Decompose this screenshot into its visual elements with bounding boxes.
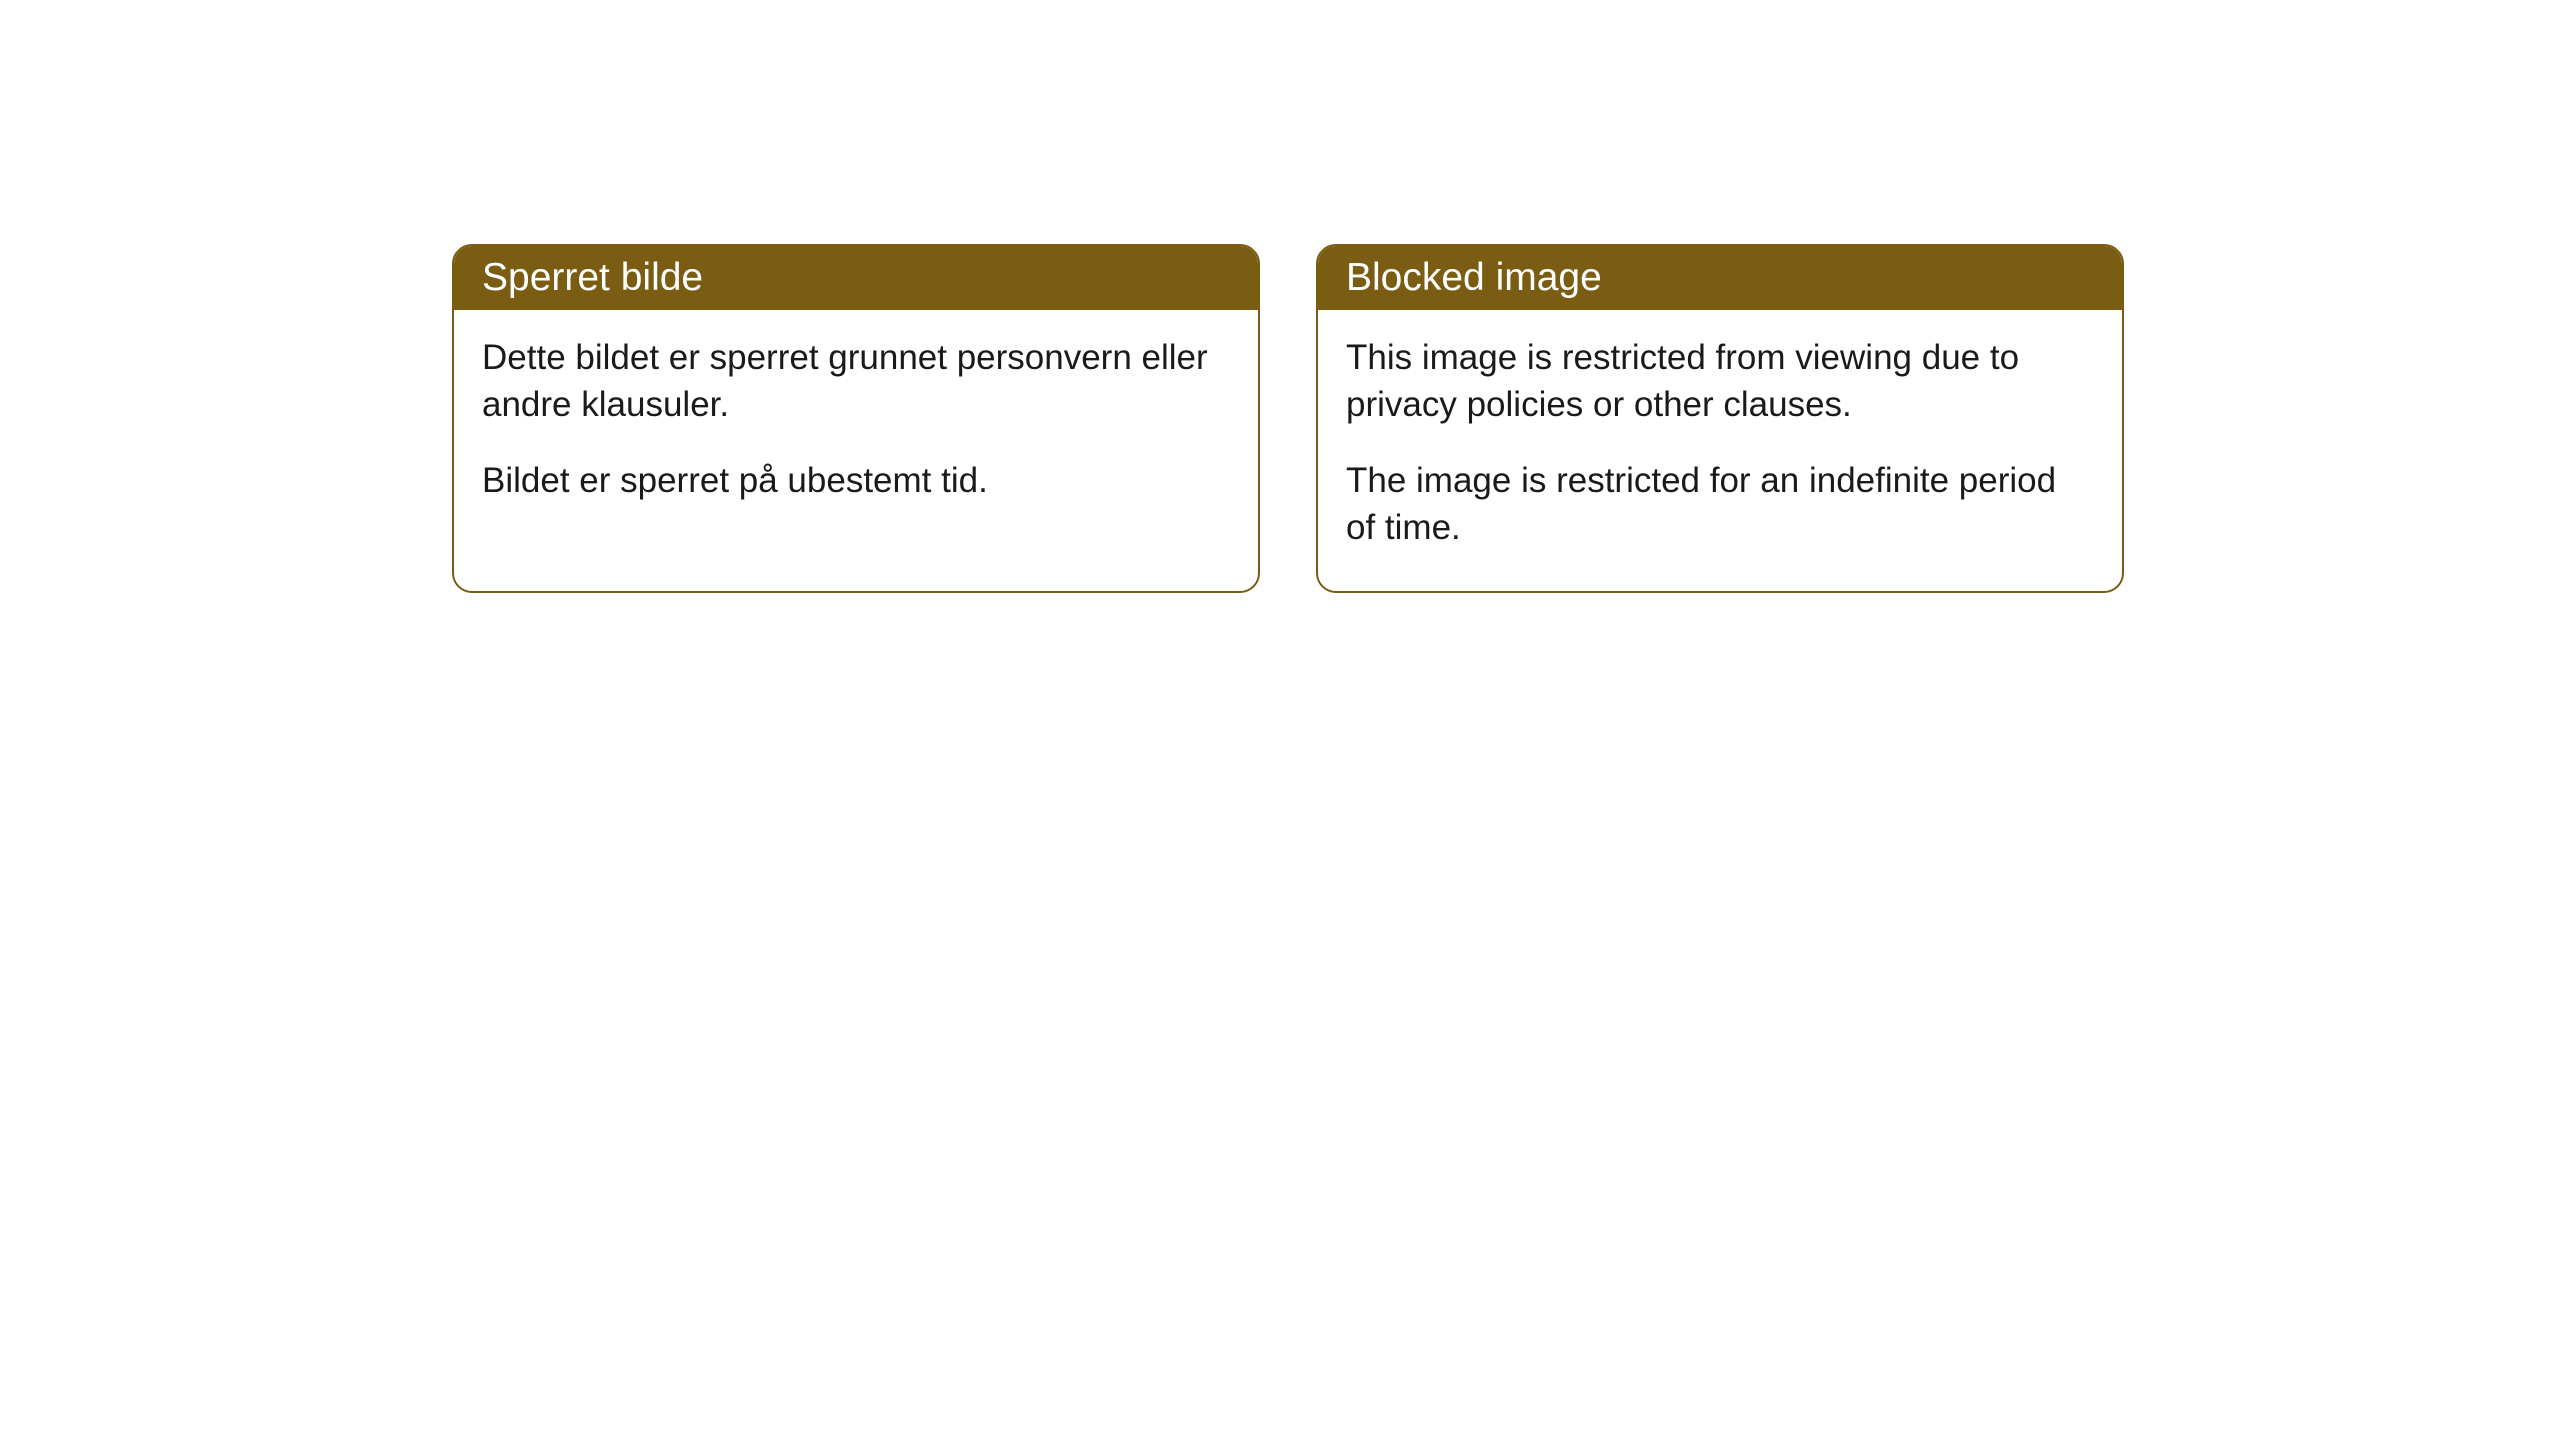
card-paragraph: Bildet er sperret på ubestemt tid. [482, 457, 1230, 504]
blocked-image-card-norwegian: Sperret bilde Dette bildet er sperret gr… [452, 244, 1260, 593]
card-body-english: This image is restricted from viewing du… [1318, 310, 2122, 591]
card-paragraph: The image is restricted for an indefinit… [1346, 457, 2094, 552]
notice-cards-container: Sperret bilde Dette bildet er sperret gr… [452, 244, 2124, 593]
card-header-english: Blocked image [1318, 246, 2122, 310]
card-paragraph: Dette bildet er sperret grunnet personve… [482, 334, 1230, 429]
card-header-norwegian: Sperret bilde [454, 246, 1258, 310]
blocked-image-card-english: Blocked image This image is restricted f… [1316, 244, 2124, 593]
card-paragraph: This image is restricted from viewing du… [1346, 334, 2094, 429]
card-body-norwegian: Dette bildet er sperret grunnet personve… [454, 310, 1258, 544]
